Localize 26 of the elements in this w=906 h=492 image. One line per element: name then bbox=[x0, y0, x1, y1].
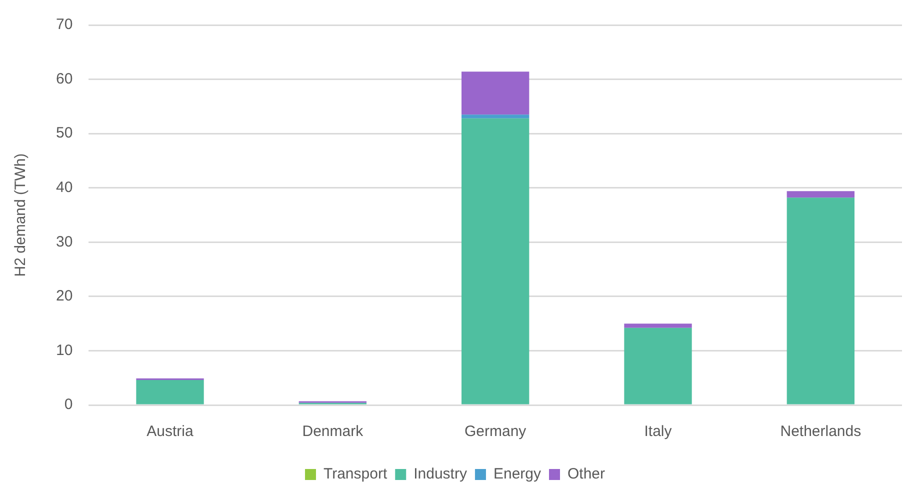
y-tick-label: 70 bbox=[56, 16, 73, 34]
bar bbox=[462, 72, 530, 115]
legend-label: Industry bbox=[414, 466, 468, 483]
legend-label: Energy bbox=[493, 466, 542, 483]
y-tick-label: 60 bbox=[56, 70, 73, 88]
y-tick-label: 10 bbox=[56, 342, 73, 359]
bar bbox=[786, 198, 855, 404]
legend-label: Other bbox=[568, 466, 606, 483]
y-tick-label: 40 bbox=[56, 179, 73, 196]
y-tick-label: 0 bbox=[64, 396, 73, 414]
bar bbox=[624, 324, 692, 328]
bar bbox=[786, 191, 855, 198]
y-axis-title: H2 demand (TWh) bbox=[12, 153, 30, 277]
x-tick-label: Austria bbox=[146, 423, 194, 440]
legend-label: Transport bbox=[323, 466, 388, 483]
bar bbox=[462, 118, 530, 404]
x-tick-label: Germany bbox=[464, 423, 527, 440]
bar bbox=[624, 328, 692, 404]
y-tick-label: 50 bbox=[56, 124, 73, 142]
x-tick-label: Italy bbox=[644, 423, 672, 440]
y-tick-label: 30 bbox=[56, 233, 73, 250]
bar bbox=[136, 380, 204, 404]
y-tick-label: 20 bbox=[56, 288, 73, 305]
bar bbox=[462, 114, 530, 118]
x-tick-label: Denmark bbox=[302, 423, 364, 440]
x-tick-label: Netherlands bbox=[780, 423, 862, 440]
